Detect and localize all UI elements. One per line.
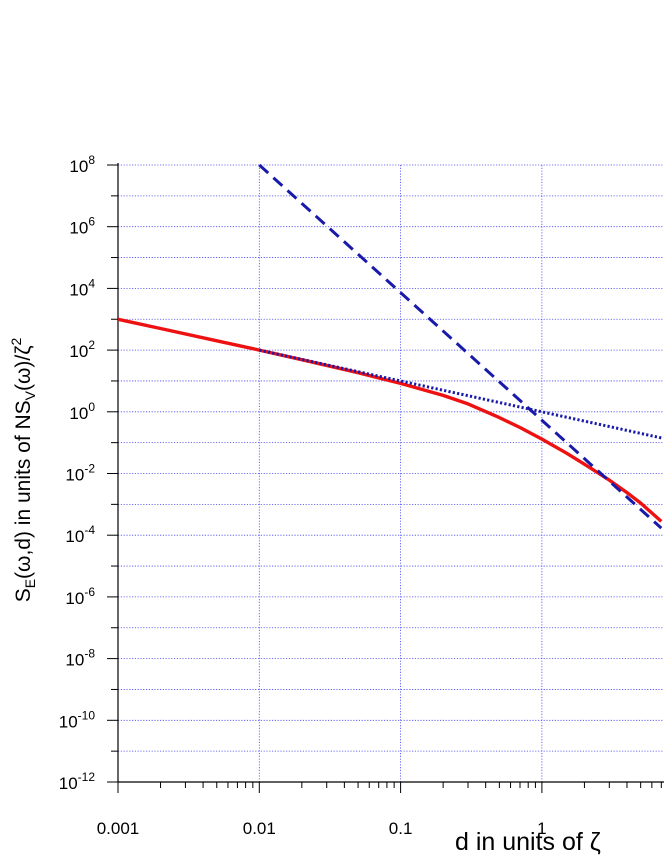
y-tick-label: 104 [69, 276, 95, 299]
y-tick-label-exp: -8 [84, 647, 95, 661]
y-tick-label: 10-4 [65, 523, 95, 546]
y-tick-label: 108 [69, 153, 95, 176]
axes [107, 163, 664, 793]
series-layer [118, 163, 663, 530]
y-axis-title-sup: 2 [8, 337, 24, 345]
y-tick-label-base: 10 [65, 527, 84, 546]
y-axis-title-mid: (ω,d) in units of NS [12, 400, 35, 579]
y-tick-label-exp: 6 [88, 215, 95, 229]
x-tick-label: 0.001 [97, 819, 140, 838]
y-tick-label: 10-2 [65, 462, 95, 485]
grid [118, 164, 664, 783]
y-tick-label-base: 10 [59, 712, 78, 731]
y-tick-label-exp: -2 [84, 462, 95, 476]
x-axis-title: d in units of ζ [455, 828, 601, 856]
y-tick-label-exp: 2 [88, 338, 95, 352]
series-line-solid [118, 317, 663, 523]
y-tick-label: 10-10 [59, 708, 96, 731]
y-tick-label-base: 10 [69, 342, 88, 361]
tick-labels: 0.001 0.01 0.1 110810610410210010-210-410-6… [59, 153, 547, 838]
x-tick-label: 0.01 [243, 819, 276, 838]
y-tick-label: 10-8 [65, 647, 95, 670]
y-axis-title: SE(ω,d) in units of NSV(ω)/ζ2 [8, 337, 38, 602]
y-tick-label-exp: 0 [88, 400, 95, 414]
y-tick-label-exp: -4 [84, 523, 95, 537]
y-tick-label-exp: -10 [78, 708, 96, 722]
y-tick-label-base: 10 [65, 466, 84, 485]
series-line-dashed [258, 163, 663, 530]
y-tick-label-exp: -6 [84, 585, 95, 599]
y-tick-label: 10-12 [59, 770, 96, 793]
y-tick-label-base: 10 [65, 589, 84, 608]
y-tick-label: 106 [69, 215, 95, 238]
y-tick-label-base: 10 [69, 157, 88, 176]
y-tick-label-exp: -12 [78, 770, 96, 784]
y-tick-label: 10-6 [65, 585, 95, 608]
y-tick-label: 100 [69, 400, 95, 423]
y-axis-title-tail: (ω)/ζ [12, 345, 35, 390]
series-line-dotted [258, 348, 662, 440]
y-tick-label-exp: 8 [88, 153, 95, 167]
y-tick-label-exp: 4 [88, 276, 95, 290]
y-tick-label-base: 10 [59, 774, 78, 793]
y-tick-label-base: 10 [69, 280, 88, 299]
x-tick-label: 0.1 [389, 819, 413, 838]
y-tick-label-base: 10 [69, 404, 88, 423]
y-tick-label: 102 [69, 338, 95, 361]
y-axis-title-sub1: E [22, 579, 38, 588]
y-tick-label-base: 10 [65, 651, 84, 670]
y-tick-label-base: 10 [69, 219, 88, 238]
y-axis-title-base: S [12, 588, 35, 602]
x-tick-label: 1 [537, 819, 546, 838]
y-axis-title-sub2: V [22, 390, 38, 400]
